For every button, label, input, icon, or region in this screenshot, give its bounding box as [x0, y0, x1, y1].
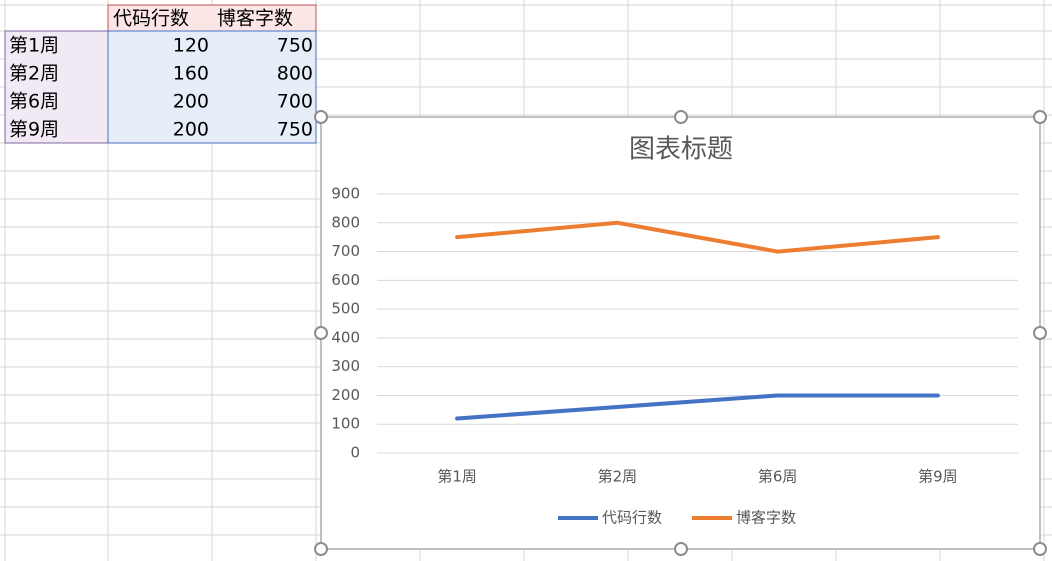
y-tick-label: 500 — [331, 300, 360, 318]
chart-title: 图表标题 — [629, 135, 733, 165]
chart-area — [320, 116, 1041, 550]
resize-handle — [1033, 326, 1047, 340]
row-label: 第9周 — [9, 119, 59, 141]
x-tick-label: 第1周 — [437, 468, 477, 486]
resize-handle — [314, 110, 328, 124]
resize-handle — [314, 326, 328, 340]
cell-value: 200 — [173, 119, 209, 141]
cell-value: 800 — [277, 63, 313, 85]
header-highlight — [107, 4, 317, 32]
row-label: 第1周 — [9, 35, 59, 57]
y-tick-label: 100 — [331, 415, 360, 433]
legend-label: 代码行数 — [602, 509, 662, 527]
column-header: 代码行数 — [113, 8, 189, 30]
resize-handle — [674, 110, 688, 124]
y-tick-label: 800 — [331, 213, 360, 231]
y-tick-label: 300 — [331, 357, 360, 375]
cell-value: 120 — [173, 35, 209, 57]
resize-handle — [674, 542, 688, 556]
legend-label: 博客字数 — [736, 509, 796, 527]
row-label: 第6周 — [9, 91, 59, 113]
data-highlight — [107, 30, 317, 144]
y-tick-label: 400 — [331, 328, 360, 346]
column-header: 博客字数 — [217, 8, 293, 30]
cell-value: 750 — [277, 119, 313, 141]
resize-handle — [1033, 110, 1047, 124]
cell-value: 200 — [173, 91, 209, 113]
cell-value: 160 — [173, 63, 209, 85]
y-tick-label: 200 — [331, 386, 360, 404]
x-tick-label: 第2周 — [598, 468, 638, 486]
y-tick-label: 700 — [331, 242, 360, 260]
resize-handle — [314, 542, 328, 556]
x-tick-label: 第9周 — [918, 468, 958, 486]
cell-value: 750 — [277, 35, 313, 57]
series-line — [455, 393, 940, 421]
series-line — [455, 220, 940, 254]
row-label: 第2周 — [9, 63, 59, 85]
resize-handle — [1033, 542, 1047, 556]
cell-value: 700 — [277, 91, 313, 113]
x-tick-label: 第6周 — [758, 468, 798, 486]
y-tick-label: 900 — [331, 185, 360, 203]
y-tick-label: 600 — [331, 271, 360, 289]
y-tick-label: 0 — [350, 444, 360, 462]
